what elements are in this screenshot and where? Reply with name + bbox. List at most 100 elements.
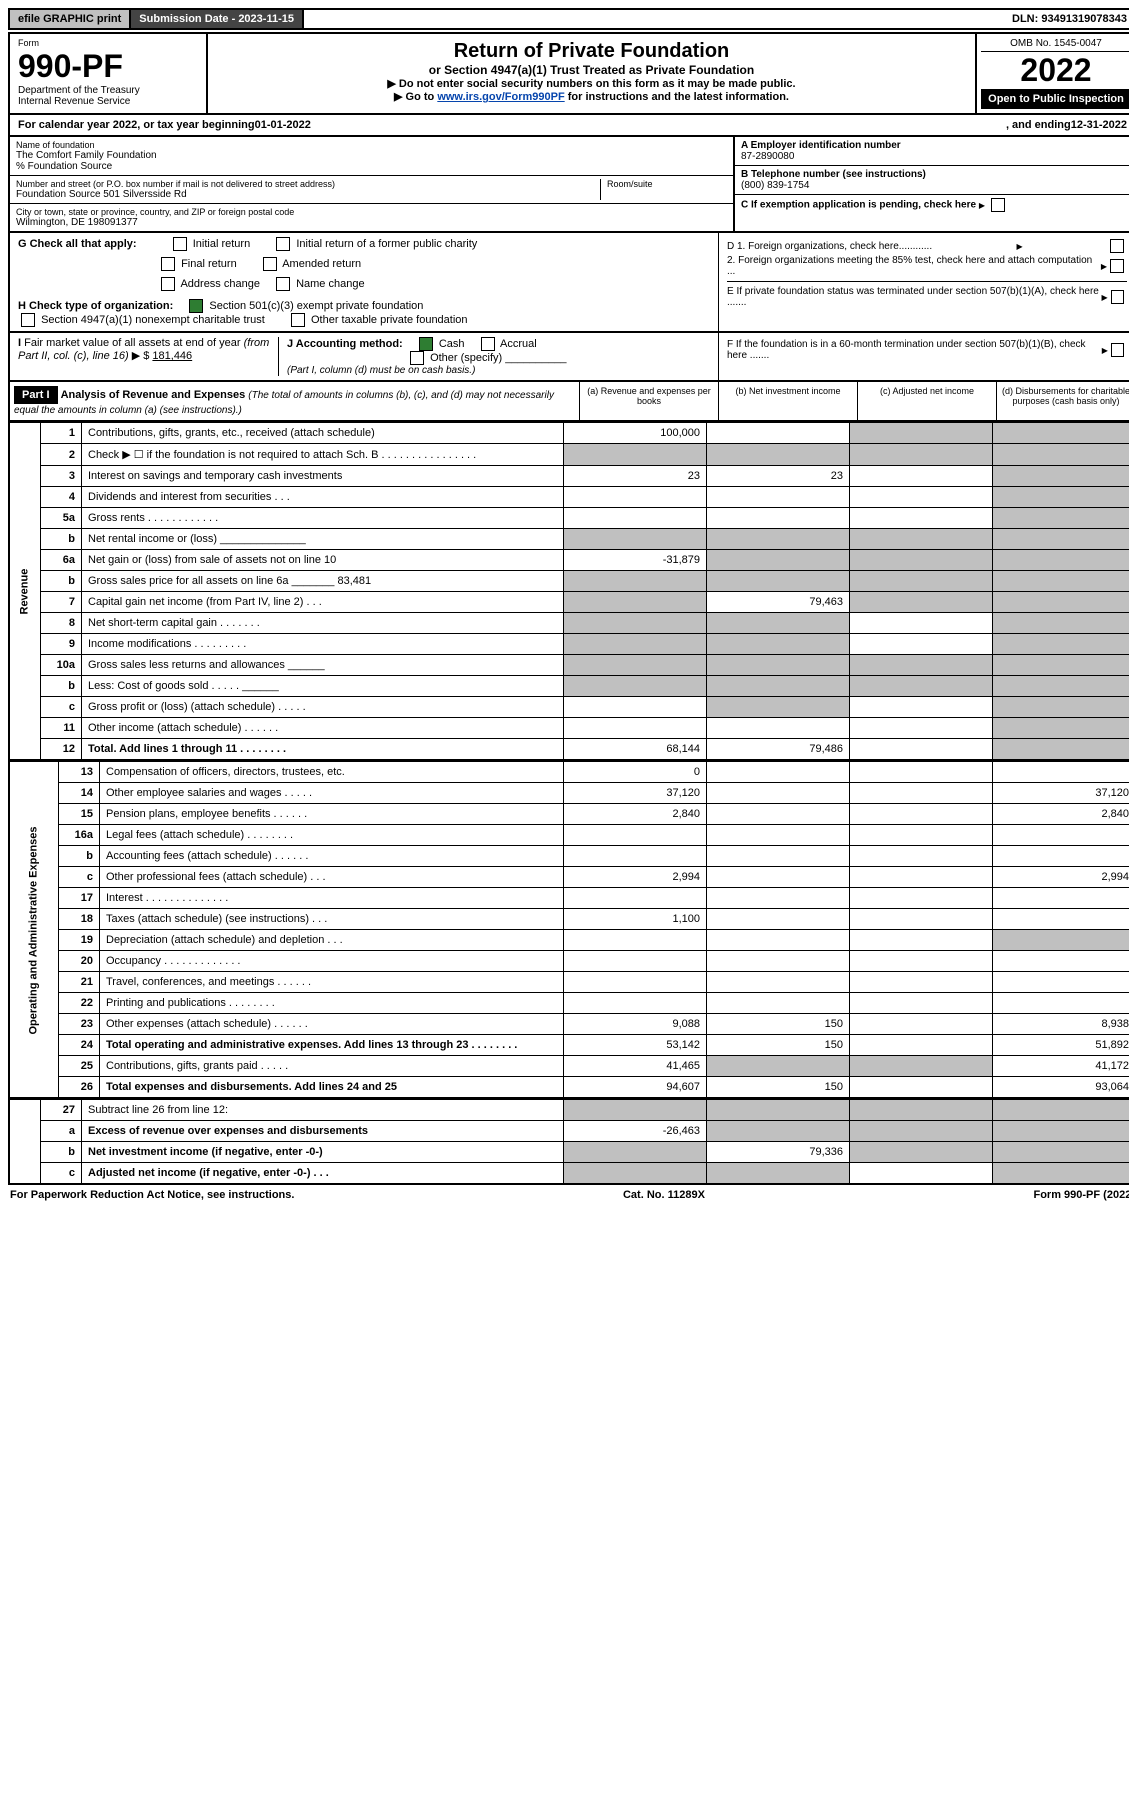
line-description: Contributions, gifts, grants paid . . . … bbox=[100, 1056, 564, 1077]
value-cell bbox=[850, 1077, 993, 1099]
value-cell bbox=[993, 888, 1129, 909]
value-cell bbox=[564, 571, 707, 592]
dln-label: DLN: 93491319078343 bbox=[1004, 10, 1129, 28]
addr-label: Number and street (or P.O. box number if… bbox=[16, 179, 600, 189]
value-cell: 79,486 bbox=[707, 739, 850, 761]
line-description: Contributions, gifts, grants, etc., rece… bbox=[82, 423, 564, 444]
value-cell bbox=[850, 1035, 993, 1056]
foreign-85-checkbox[interactable] bbox=[1110, 259, 1124, 273]
value-cell bbox=[707, 867, 850, 888]
initial-former-checkbox[interactable] bbox=[276, 237, 290, 251]
other-method-checkbox[interactable] bbox=[410, 351, 424, 365]
submission-date: Submission Date - 2023-11-15 bbox=[131, 10, 304, 28]
line-number: c bbox=[41, 1163, 82, 1185]
value-cell bbox=[707, 951, 850, 972]
line-number: 17 bbox=[59, 888, 100, 909]
amended-checkbox[interactable] bbox=[263, 257, 277, 271]
line-description: Total. Add lines 1 through 11 . . . . . … bbox=[82, 739, 564, 761]
value-cell bbox=[850, 951, 993, 972]
form-title: Return of Private Foundation bbox=[214, 40, 969, 63]
line-number: b bbox=[41, 1142, 82, 1163]
value-cell bbox=[564, 718, 707, 739]
value-cell bbox=[850, 867, 993, 888]
value-cell bbox=[850, 993, 993, 1014]
address-change-checkbox[interactable] bbox=[161, 277, 175, 291]
value-cell: 79,336 bbox=[707, 1142, 850, 1163]
value-cell bbox=[850, 972, 993, 993]
header-right: OMB No. 1545-0047 2022 Open to Public In… bbox=[977, 34, 1129, 113]
value-cell bbox=[993, 634, 1129, 655]
initial-return-checkbox[interactable] bbox=[173, 237, 187, 251]
value-cell: 23 bbox=[564, 466, 707, 487]
value-cell bbox=[993, 909, 1129, 930]
value-cell: -31,879 bbox=[564, 550, 707, 571]
value-cell bbox=[850, 825, 993, 846]
value-cell bbox=[850, 1014, 993, 1035]
60month-checkbox[interactable] bbox=[1111, 343, 1124, 357]
section-g-h: G Check all that apply: Initial return I… bbox=[8, 233, 1129, 333]
line-number: 22 bbox=[59, 993, 100, 1014]
line-description: Gross rents . . . . . . . . . . . . bbox=[82, 508, 564, 529]
line-number: b bbox=[59, 846, 100, 867]
city-label: City or town, state or province, country… bbox=[16, 207, 727, 217]
cash-checkbox[interactable] bbox=[419, 337, 433, 351]
value-cell bbox=[707, 783, 850, 804]
4947-checkbox[interactable] bbox=[21, 313, 35, 327]
value-cell bbox=[564, 993, 707, 1014]
part1-title: Analysis of Revenue and Expenses bbox=[61, 389, 246, 401]
terminated-checkbox[interactable] bbox=[1111, 290, 1124, 304]
header-center: Return of Private Foundation or Section … bbox=[208, 34, 977, 113]
value-cell: 150 bbox=[707, 1077, 850, 1099]
501c3-checkbox[interactable] bbox=[189, 299, 203, 313]
foundation-address: Foundation Source 501 Silversside Rd bbox=[16, 189, 600, 200]
line-description: Net short-term capital gain . . . . . . … bbox=[82, 613, 564, 634]
value-cell bbox=[707, 888, 850, 909]
exemption-checkbox[interactable] bbox=[991, 198, 1005, 212]
value-cell bbox=[993, 1163, 1129, 1185]
name-change-checkbox[interactable] bbox=[276, 277, 290, 291]
value-cell: 51,892 bbox=[993, 1035, 1129, 1056]
value-cell bbox=[993, 529, 1129, 550]
value-cell bbox=[850, 613, 993, 634]
foundation-city: Wilmington, DE 198091377 bbox=[16, 217, 727, 228]
value-cell bbox=[707, 423, 850, 444]
line-description: Net gain or (loss) from sale of assets n… bbox=[82, 550, 564, 571]
line-number: 25 bbox=[59, 1056, 100, 1077]
final-return-checkbox[interactable] bbox=[161, 257, 175, 271]
line-description: Total operating and administrative expen… bbox=[100, 1035, 564, 1056]
line-number: c bbox=[41, 697, 82, 718]
irs-link[interactable]: www.irs.gov/Form990PF bbox=[437, 91, 564, 103]
value-cell: 1,100 bbox=[564, 909, 707, 930]
value-cell bbox=[993, 697, 1129, 718]
value-cell bbox=[564, 655, 707, 676]
value-cell bbox=[993, 571, 1129, 592]
value-cell bbox=[993, 444, 1129, 466]
value-cell bbox=[993, 508, 1129, 529]
efile-label[interactable]: efile GRAPHIC print bbox=[10, 10, 131, 28]
foreign-org-checkbox[interactable] bbox=[1110, 239, 1124, 253]
line-number: 14 bbox=[59, 783, 100, 804]
col-a-header: (a) Revenue and expenses per books bbox=[579, 382, 718, 420]
accrual-checkbox[interactable] bbox=[481, 337, 495, 351]
form-header: Form 990-PF Department of the Treasury I… bbox=[8, 32, 1129, 115]
value-cell: 94,607 bbox=[564, 1077, 707, 1099]
line-description: Gross sales less returns and allowances … bbox=[82, 655, 564, 676]
value-cell: 2,840 bbox=[564, 804, 707, 825]
other-taxable-checkbox[interactable] bbox=[291, 313, 305, 327]
line-number: 2 bbox=[41, 444, 82, 466]
fmv-label: Fair market value of all assets at end o… bbox=[18, 337, 269, 362]
line-description: Accounting fees (attach schedule) . . . … bbox=[100, 846, 564, 867]
value-cell bbox=[993, 1121, 1129, 1142]
value-cell bbox=[850, 550, 993, 571]
line-number: 5a bbox=[41, 508, 82, 529]
line-number: 12 bbox=[41, 739, 82, 761]
line-description: Printing and publications . . . . . . . … bbox=[100, 993, 564, 1014]
value-cell: 150 bbox=[707, 1014, 850, 1035]
value-cell bbox=[707, 1056, 850, 1077]
line-description: Gross sales price for all assets on line… bbox=[82, 571, 564, 592]
value-cell: 8,938 bbox=[993, 1014, 1129, 1035]
line-number: a bbox=[41, 1121, 82, 1142]
value-cell bbox=[707, 993, 850, 1014]
line-number: 8 bbox=[41, 613, 82, 634]
value-cell: 79,463 bbox=[707, 592, 850, 613]
